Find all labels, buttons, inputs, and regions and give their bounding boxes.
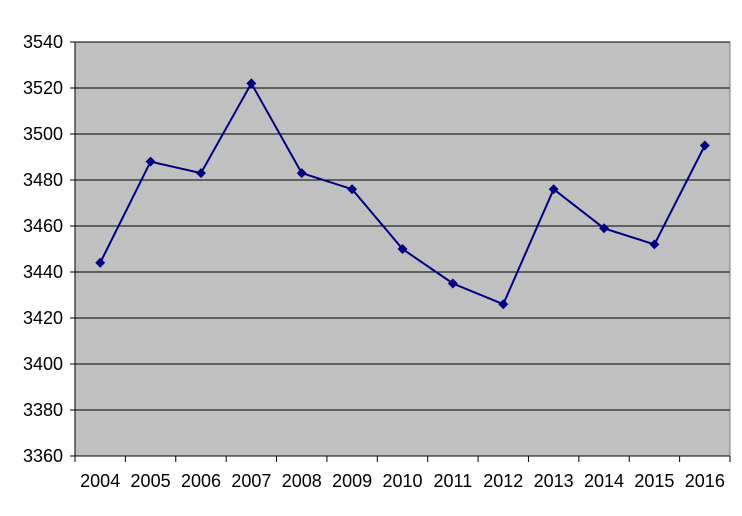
data-point-2013 — [548, 184, 559, 195]
y-tick-label: 3500 — [23, 124, 63, 144]
x-tick-label: 2008 — [282, 471, 322, 491]
data-point-2004 — [95, 257, 106, 268]
x-tick-label: 2014 — [584, 471, 624, 491]
x-tick-labels: 2004 2005 2006 2007 2008 2009 2010 2011 2012 2013… — [80, 471, 725, 491]
x-tick-label: 2011 — [434, 471, 473, 491]
y-tick-label: 3520 — [23, 78, 63, 98]
data-point-2012 — [498, 299, 509, 310]
y-tick-label: 3420 — [23, 308, 63, 328]
x-tick-label: 2013 — [534, 471, 574, 491]
y-tick-label: 3480 — [23, 170, 63, 190]
y-tick-label: 3380 — [23, 400, 63, 420]
data-point-2005 — [145, 156, 156, 167]
y-tick-labels: 3360 3380 3400 3420 3440 3460 3480 3500 3520 3540 — [23, 32, 63, 466]
x-tick-label: 2015 — [634, 471, 674, 491]
data-point-2006 — [195, 168, 206, 179]
y-tick-label: 3460 — [23, 216, 63, 236]
data-point-2009 — [347, 184, 358, 195]
y-tick-label: 3360 — [23, 446, 63, 466]
axes — [74, 42, 731, 462]
x-tick-label: 2012 — [483, 471, 523, 491]
x-tick-label: 2006 — [181, 471, 221, 491]
x-tick-label: 2010 — [382, 471, 422, 491]
data-point-2011 — [447, 278, 458, 289]
y-tick-label: 3400 — [23, 354, 63, 374]
x-tick-label: 2005 — [131, 471, 171, 491]
data-point-2015 — [649, 239, 660, 250]
data-point-2007 — [246, 78, 257, 89]
x-tick-label: 2009 — [332, 471, 372, 491]
x-tick-label: 2007 — [231, 471, 271, 491]
y-tick-label: 3440 — [23, 262, 63, 282]
data-point-2014 — [599, 223, 610, 234]
data-point-2010 — [397, 244, 408, 254]
series-group — [95, 78, 710, 310]
x-tick-label: 2016 — [685, 471, 725, 491]
y-tick-label: 3540 — [23, 32, 63, 52]
data-point-2016 — [699, 140, 710, 151]
x-tick-label: 2004 — [80, 471, 120, 491]
data-point-2008 — [296, 168, 307, 179]
